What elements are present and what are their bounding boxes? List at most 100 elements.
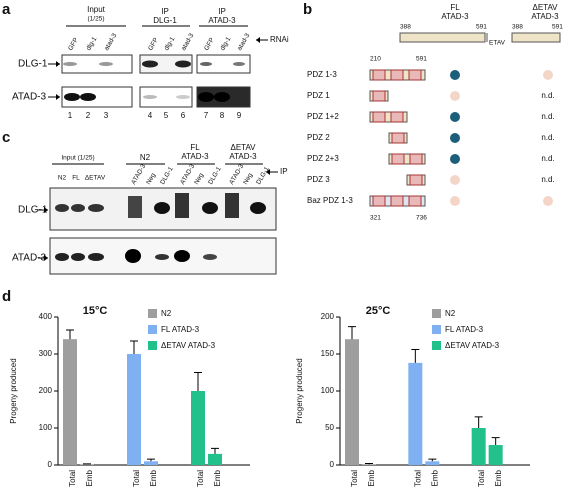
- legend-label: ΔETAV ATAD-3: [161, 341, 216, 350]
- pdz-domain: [408, 195, 422, 207]
- x-tick-label: Total: [413, 470, 422, 487]
- lane: GFP: [203, 37, 216, 52]
- lane: DLG-1: [207, 165, 223, 185]
- legend-label: FL ATAD-3: [445, 325, 484, 334]
- x-tick-label: Total: [132, 470, 141, 487]
- panel-label: a: [2, 1, 11, 18]
- range: 591: [476, 24, 487, 31]
- y-tick-label: 400: [39, 312, 53, 321]
- header: N2: [140, 153, 151, 162]
- y-tick-label: 300: [39, 349, 53, 358]
- lane-number: 3: [104, 111, 109, 120]
- legend-swatch: [148, 325, 157, 334]
- row-label: PDZ 1+2: [307, 112, 339, 121]
- error-bar: [428, 458, 437, 462]
- panel-label: b: [303, 1, 312, 18]
- bar: [488, 445, 503, 465]
- result: n.d.: [541, 154, 554, 163]
- header: ATAD-3: [531, 12, 559, 21]
- range: 388: [512, 24, 523, 31]
- header: IP: [218, 7, 226, 16]
- y-tick-label: 200: [39, 386, 53, 395]
- x-tick-label: Emb: [213, 469, 222, 486]
- range: 591: [416, 56, 427, 63]
- pdz-domain: [391, 132, 405, 144]
- result-dot: [543, 196, 553, 206]
- header: Input (1/25): [61, 155, 94, 162]
- bar: [471, 428, 486, 465]
- x-tick-label: Emb: [494, 469, 503, 486]
- lane: ΔETAV: [85, 175, 106, 182]
- header: (1/25): [88, 16, 105, 23]
- y-axis-label: Progeny produced: [9, 358, 18, 423]
- pdz-domain: [408, 69, 422, 81]
- legend-swatch: [148, 341, 157, 350]
- bar: [63, 339, 77, 465]
- bar: [80, 464, 94, 465]
- bar: [362, 464, 376, 465]
- lane: Neg: [193, 172, 205, 186]
- pdz-domain: [372, 69, 386, 81]
- lane-number: 8: [220, 111, 225, 120]
- range: 210: [370, 56, 381, 63]
- lane-number: 5: [164, 111, 169, 120]
- x-tick-label: Emb: [367, 469, 376, 486]
- bar: [127, 354, 141, 465]
- result-dot: [450, 91, 460, 101]
- row-label: PDZ 3: [307, 175, 330, 184]
- bar: [191, 391, 205, 465]
- lane: GFP: [147, 37, 160, 52]
- chart-title: 25°C: [366, 305, 391, 317]
- header: ATAD-3: [208, 16, 236, 25]
- lane: Neg: [145, 172, 157, 186]
- error-bar: [66, 329, 74, 340]
- y-tick-label: 150: [321, 349, 335, 358]
- chart-title: 15°C: [83, 305, 108, 317]
- pdz-domain: [372, 90, 386, 102]
- pdz-domain: [409, 174, 423, 186]
- legend-label: FL ATAD-3: [161, 325, 200, 334]
- legend-label: ΔETAV ATAD-3: [445, 341, 500, 350]
- y-tick-label: 0: [48, 460, 53, 469]
- row-label: DLG-1: [18, 59, 48, 70]
- pdz-domain: [390, 111, 404, 123]
- blot-c: [38, 163, 278, 275]
- lane-number: 7: [204, 111, 209, 120]
- header: ATAD-3: [229, 152, 257, 161]
- label: RNAi: [270, 35, 289, 44]
- legend-swatch: [432, 325, 441, 334]
- lane: DLG-1: [255, 165, 271, 185]
- result-dot: [543, 70, 553, 80]
- lane: Neg: [242, 172, 254, 186]
- legend-label: N2: [161, 309, 172, 318]
- row-label: ATAD-3: [12, 253, 47, 264]
- header: ΔETAV: [230, 143, 256, 152]
- y-tick-label: 100: [39, 423, 53, 432]
- result-dot: [450, 70, 460, 80]
- range: 736: [416, 215, 427, 222]
- lane-number: 2: [86, 111, 91, 120]
- lane: dlg-1: [85, 36, 98, 52]
- pdz-domain: [391, 153, 405, 165]
- result-dot: [450, 196, 460, 206]
- label: IP: [280, 167, 288, 176]
- blot-a: [48, 25, 268, 108]
- legend-swatch: [432, 341, 441, 350]
- bar: [144, 461, 158, 465]
- lane: DLG-1: [159, 165, 175, 185]
- row-label: PDZ 1: [307, 91, 330, 100]
- y-axis-label: Progeny produced: [295, 358, 304, 423]
- x-tick-label: Emb: [149, 469, 158, 486]
- row-label: PDZ 2: [307, 133, 330, 142]
- bar: [425, 461, 440, 465]
- header: Input: [87, 5, 106, 14]
- error-bar: [474, 416, 483, 428]
- pdz-domain: [390, 195, 404, 207]
- row-label: ATAD-3: [12, 92, 47, 103]
- row-label: DLG-1: [18, 205, 48, 216]
- lane: GFP: [67, 37, 80, 52]
- lane: atad-3: [180, 32, 195, 52]
- lane-number: 4: [148, 111, 153, 120]
- lane: dlg-1: [219, 36, 232, 52]
